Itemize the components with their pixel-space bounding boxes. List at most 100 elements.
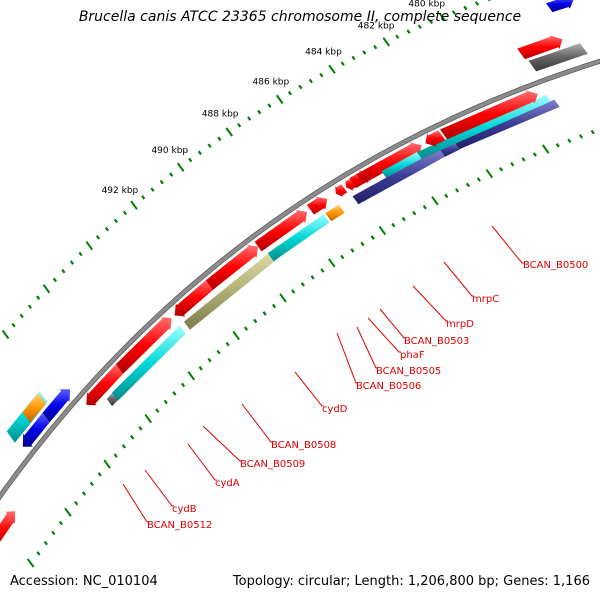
tick-mark: [85, 240, 94, 251]
tick-mark: [11, 322, 16, 328]
leader-line: [122, 483, 149, 523]
tick-mark: [262, 311, 267, 316]
tick-mark: [138, 426, 143, 431]
tick-mark: [36, 551, 41, 556]
tick-mark: [216, 349, 221, 355]
tick-mark: [225, 341, 230, 347]
inner-tick-ring: [26, 129, 595, 568]
tick-mark: [328, 64, 336, 74]
tick-mark: [81, 491, 87, 496]
gene-label: BCAN_B0503: [404, 336, 469, 347]
leader-line: [367, 317, 401, 353]
tick-mark: [188, 157, 193, 163]
gene-arrow: [174, 278, 215, 317]
gene-arrow: [345, 178, 358, 191]
gene-arrow: [335, 184, 348, 198]
feature-box: [454, 99, 560, 150]
outer-tick-ring: [1, 0, 491, 340]
leader-line: [443, 261, 474, 297]
gene-labels: BCAN_B0500 mrpC mrpD BCAN_B0503 phaF BCAN_B05…: [147, 260, 588, 531]
tick-mark: [97, 472, 102, 477]
tick-mark: [319, 72, 324, 78]
tick-mark: [267, 103, 272, 108]
gene-label: BCAN_B0509: [240, 459, 305, 470]
tick-mark: [541, 144, 550, 154]
tick-mark: [159, 179, 164, 185]
tick-mark: [237, 122, 242, 128]
tick-mark: [351, 55, 356, 61]
tick-mark: [373, 44, 378, 50]
tick-mark: [300, 282, 305, 287]
tick-mark: [391, 222, 396, 228]
gene-arrow: [116, 317, 172, 374]
tick-mark: [155, 408, 160, 413]
tick-mark: [113, 453, 118, 458]
tick-mark: [298, 84, 303, 90]
feature-tracks: [0, 0, 588, 542]
leader-line: [294, 371, 324, 407]
tick-mark: [181, 382, 186, 388]
tick-mark: [275, 94, 284, 104]
tick-mark: [169, 172, 174, 177]
tick-mark: [96, 235, 101, 240]
gene-label: BCAN_B0500: [523, 260, 588, 271]
gene-label: cydD: [322, 404, 348, 415]
tick-mark: [243, 326, 249, 331]
tick-mark: [308, 78, 313, 84]
feature-box: [439, 141, 460, 157]
tick-mark: [198, 366, 203, 371]
tick-mark: [130, 200, 138, 210]
label-leader-lines: [122, 225, 524, 523]
tick-mark: [197, 150, 202, 156]
tick-mark: [521, 157, 526, 162]
leader-line: [144, 469, 174, 507]
feature-box: [528, 43, 588, 72]
kbp-label: 480 kbp: [408, 0, 445, 9]
tick-mark: [172, 391, 177, 396]
tick-mark: [163, 399, 168, 405]
tick-mark: [1, 329, 10, 340]
tick-mark: [291, 289, 296, 294]
tick-mark: [474, 1, 480, 6]
tick-mark: [247, 116, 252, 121]
tick-mark: [378, 225, 387, 236]
tick-mark: [19, 313, 24, 319]
tick-mark: [78, 251, 83, 257]
tick-mark: [43, 540, 48, 546]
leader-line: [202, 425, 242, 462]
tick-mark: [578, 134, 584, 139]
tick-mark: [121, 444, 126, 449]
feature-box: [112, 325, 186, 401]
tick-mark: [207, 357, 212, 363]
tick-mark: [395, 34, 400, 39]
tick-mark: [144, 413, 152, 424]
gene-label: phaF: [400, 350, 425, 361]
tick-mark: [253, 318, 258, 324]
tick-mark: [463, 5, 468, 11]
tick-mark: [590, 129, 595, 135]
gene-label: BCAN_B0508: [271, 440, 336, 451]
tick-mark: [257, 109, 262, 115]
gene-label: BCAN_B0512: [147, 520, 212, 531]
tick-mark: [103, 459, 111, 469]
tick-mark: [187, 371, 196, 381]
gene-label: cydB: [172, 504, 197, 515]
tick-mark: [69, 260, 75, 265]
gene-label: mrpD: [446, 319, 474, 330]
tick-mark: [225, 127, 233, 137]
tick-mark: [438, 12, 447, 22]
tick-mark: [207, 143, 212, 149]
tick-mark: [406, 29, 411, 34]
tick-mark: [26, 558, 35, 568]
tick-mark: [272, 303, 277, 309]
tick-mark: [113, 218, 118, 224]
tick-mark: [122, 210, 128, 216]
kbp-label: 486 kbp: [253, 77, 290, 87]
tick-mark: [279, 293, 287, 303]
gene-arrow: [205, 244, 259, 290]
tick-mark: [74, 500, 79, 506]
tick-mark: [362, 50, 367, 55]
gene-arrow: [254, 210, 308, 252]
